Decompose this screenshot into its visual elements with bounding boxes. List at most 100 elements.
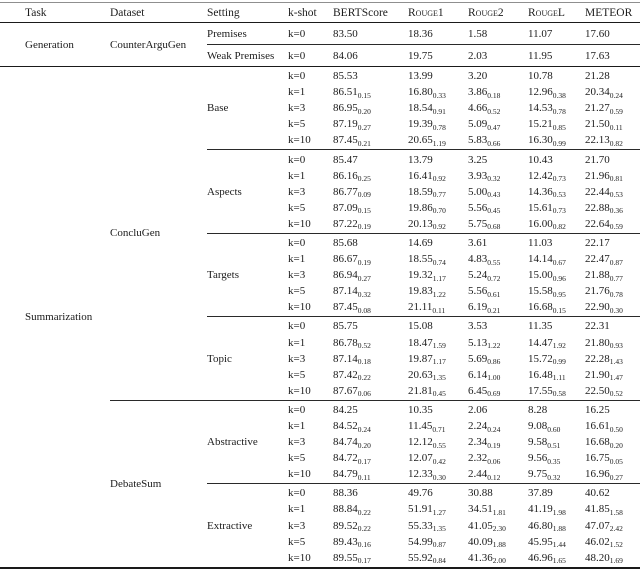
cell-metric: 12.420.73 bbox=[528, 170, 585, 184]
cell-metric: 15.210.85 bbox=[528, 118, 585, 132]
cell-metric: 2.240.24 bbox=[468, 420, 528, 434]
table-row: k=1 86.670.19 18.550.74 4.830.55 14.140.67 22… bbox=[288, 251, 640, 267]
cell-metric: 86.780.52 bbox=[333, 337, 408, 351]
metric-std: 0.59 bbox=[609, 106, 623, 116]
metric-std: 2.42 bbox=[609, 524, 623, 534]
table-row: k=0 88.36 49.76 30.88 37.89 40.62 bbox=[288, 485, 640, 501]
metric-value: 87.09 bbox=[333, 201, 358, 214]
cell-metric: 85.75 bbox=[333, 320, 408, 332]
metric-value: 21.28 bbox=[585, 70, 610, 83]
cell-metric: 85.53 bbox=[333, 70, 408, 82]
metric-std: 0.72 bbox=[487, 273, 501, 283]
metric-value: 17.63 bbox=[585, 49, 610, 62]
metric-std: 0.99 bbox=[552, 138, 566, 148]
cell-metric: 16.481.11 bbox=[528, 369, 585, 383]
metric-value: 20.65 bbox=[408, 134, 433, 147]
metric-value: 11.45 bbox=[408, 420, 433, 433]
metric-std: 0.15 bbox=[357, 206, 371, 216]
setting-section: Base k=0 85.53 13.99 3.20 10.78 21.28 k=1 86.510… bbox=[207, 67, 640, 149]
table-row: k=5 84.720.17 12.070.42 2.320.06 9.560.35 16.… bbox=[288, 450, 640, 466]
metric-value: 16.41 bbox=[408, 169, 433, 182]
cell-metric: 8.28 bbox=[528, 404, 585, 416]
cell-metric: 22.470.87 bbox=[585, 253, 640, 267]
cell-metric: 46.961.65 bbox=[528, 552, 585, 566]
metric-value: 15.21 bbox=[528, 118, 553, 131]
cell-kshot: k=3 bbox=[288, 102, 306, 115]
metric-std: 1.35 bbox=[432, 524, 446, 534]
metric-std: 0.22 bbox=[357, 524, 371, 534]
cell-metric: 22.500.52 bbox=[585, 385, 640, 399]
table-row: k=5 87.420.22 20.631.35 6.141.00 16.481.11 21… bbox=[288, 367, 640, 383]
cell-metric: 18.540.91 bbox=[408, 102, 468, 116]
dataset-settings: Abstractive k=0 84.25 10.35 2.06 8.28 16.25 k=1… bbox=[207, 401, 640, 567]
metric-std: 0.20 bbox=[357, 440, 371, 450]
cell-metric: 46.021.52 bbox=[585, 536, 640, 550]
metric-std: 0.82 bbox=[609, 138, 623, 148]
metric-std: 0.45 bbox=[432, 389, 446, 399]
metric-value: 10.43 bbox=[528, 153, 553, 166]
metric-value: 41.36 bbox=[468, 551, 493, 564]
cell-metric: 3.20 bbox=[468, 70, 528, 82]
metric-value: 11.03 bbox=[528, 236, 553, 249]
cell-metric: 11.450.71 bbox=[408, 420, 468, 434]
cell-metric: 86.940.27 bbox=[333, 269, 408, 283]
metric-value: 13.99 bbox=[408, 70, 433, 83]
metric-value: 10.35 bbox=[408, 403, 433, 416]
table-row: k=0 85.53 13.99 3.20 10.78 21.28 bbox=[288, 68, 640, 84]
cell-metric: 11.95 bbox=[528, 50, 585, 62]
metric-std: 0.93 bbox=[609, 341, 623, 351]
metric-value: 16.68 bbox=[585, 436, 610, 449]
metric-value: 85.53 bbox=[333, 70, 358, 83]
cell-kshot: k=0 bbox=[288, 27, 306, 40]
cell-metric: 34.511.81 bbox=[468, 503, 528, 517]
metric-value: 22.31 bbox=[585, 320, 610, 333]
metric-value: 12.96 bbox=[528, 86, 553, 99]
setting-section: Topic k=0 85.75 15.08 3.53 11.35 22.31 k=1 86.78… bbox=[207, 316, 640, 399]
metric-value: 37.89 bbox=[528, 487, 553, 500]
metric-std: 0.55 bbox=[432, 440, 446, 450]
metric-value: 21.70 bbox=[585, 153, 610, 166]
metric-std: 0.17 bbox=[357, 556, 371, 566]
metric-std: 0.74 bbox=[432, 257, 446, 267]
metric-value: 86.95 bbox=[333, 102, 358, 115]
metric-value: 13.79 bbox=[408, 153, 433, 166]
metric-std: 0.52 bbox=[357, 341, 371, 351]
metric-std: 0.24 bbox=[357, 424, 371, 434]
cell-kshot: k=10 bbox=[288, 134, 311, 147]
metric-std: 1.58 bbox=[609, 507, 623, 517]
metric-value: 40.62 bbox=[585, 487, 610, 500]
table-row: k=1 86.160.25 16.410.92 3.930.32 12.420.73 21… bbox=[288, 168, 640, 184]
metric-std: 0.33 bbox=[432, 90, 446, 100]
setting-rows: k=0 85.47 13.79 3.25 10.43 21.70 k=1 86.160.25 1… bbox=[288, 150, 640, 232]
cell-metric: 20.631.35 bbox=[408, 369, 468, 383]
cell-metric: 41.191.98 bbox=[528, 503, 585, 517]
metric-value: 6.45 bbox=[468, 384, 488, 397]
cell-metric: 86.160.25 bbox=[333, 170, 408, 184]
cell-metric: 16.750.05 bbox=[585, 452, 640, 466]
table-row: k=3 87.140.18 19.871.17 5.690.86 15.720.99 22… bbox=[288, 351, 640, 367]
cell-metric: 14.530.78 bbox=[528, 102, 585, 116]
metric-value: 3.86 bbox=[468, 86, 488, 99]
metric-value: 5.56 bbox=[468, 285, 488, 298]
metric-value: 85.75 bbox=[333, 320, 358, 333]
cell-metric: 10.78 bbox=[528, 70, 585, 82]
metric-value: 22.13 bbox=[585, 134, 610, 147]
cell-metric: 21.901.47 bbox=[585, 369, 640, 383]
metric-std: 2.30 bbox=[492, 524, 506, 534]
table-row: k=0 84.25 10.35 2.06 8.28 16.25 bbox=[288, 402, 640, 418]
header-rougel: RougeL bbox=[528, 6, 565, 19]
metric-value: 4.66 bbox=[468, 102, 488, 115]
cell-metric: 84.720.17 bbox=[333, 452, 408, 466]
cell-metric: 87.140.18 bbox=[333, 353, 408, 367]
metric-std: 0.99 bbox=[552, 357, 566, 367]
cell-metric: 6.190.21 bbox=[468, 301, 528, 315]
metric-std: 0.19 bbox=[357, 257, 371, 267]
metric-value: 47.07 bbox=[585, 519, 610, 532]
setting-rows: k=0 84.06 19.75 2.03 11.95 17.63 bbox=[288, 45, 640, 66]
cell-metric: 18.590.77 bbox=[408, 186, 468, 200]
cell-metric: 21.880.77 bbox=[585, 269, 640, 283]
metric-std: 0.15 bbox=[552, 305, 566, 315]
metric-value: 88.36 bbox=[333, 487, 358, 500]
metric-value: 5.00 bbox=[468, 185, 488, 198]
